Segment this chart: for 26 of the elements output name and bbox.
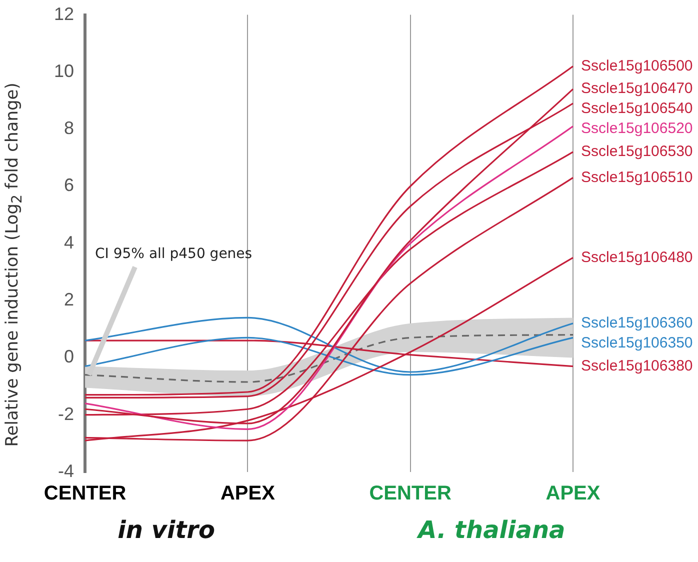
y-tick-label: 12 — [54, 4, 74, 24]
text: A. thaliana — [418, 516, 566, 544]
series-label: Sscle15g106520 — [581, 120, 693, 138]
x-tick-label: CENTER — [44, 482, 127, 505]
series-label: Sscle15g106360 — [581, 314, 693, 332]
y-tick-label: 10 — [54, 60, 74, 81]
x-tick-label: APEX — [546, 482, 601, 505]
y-tick-label: -4 — [58, 460, 74, 481]
x-tick-label: APEX — [220, 482, 276, 505]
y-tick-label: 4 — [64, 232, 74, 252]
x-tick-label: CENTER — [369, 482, 452, 505]
series-label: Sscle15g106540 — [581, 100, 693, 118]
annotation: CI 95% all p450 genes — [95, 246, 252, 262]
y-tick-label: 8 — [64, 118, 74, 138]
series-label: Sscle15g106500 — [581, 57, 693, 74]
y-tick-label: -2 — [58, 404, 74, 424]
series-label: Sscle15g106470 — [581, 80, 693, 98]
series-label: Sscle15g106530 — [581, 143, 693, 160]
y-tick-label: 6 — [64, 175, 74, 196]
y-tick-label: 0 — [64, 346, 74, 367]
text: in vitro — [118, 516, 216, 544]
series-label: Sscle15g106480 — [581, 248, 693, 266]
series-label: Sscle15g106510 — [581, 168, 693, 186]
y-tick-label: 2 — [64, 290, 74, 310]
series-label: Sscle15g106350 — [581, 334, 693, 352]
series-label: Sscle15g106380 — [581, 357, 693, 374]
